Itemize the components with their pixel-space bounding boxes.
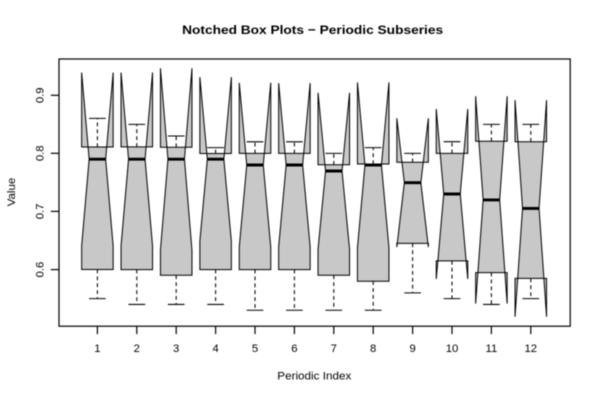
svg-text:10: 10: [446, 343, 459, 355]
svg-text:Periodic Index: Periodic Index: [277, 371, 351, 383]
svg-text:4: 4: [212, 343, 218, 355]
svg-text:5: 5: [252, 343, 258, 355]
svg-text:12: 12: [525, 343, 538, 355]
svg-text:3: 3: [173, 343, 179, 355]
svg-text:7: 7: [331, 343, 337, 355]
svg-text:Notched Box Plots − Periodic S: Notched Box Plots − Periodic Subseries: [182, 23, 443, 37]
svg-text:11: 11: [486, 343, 498, 355]
svg-text:8: 8: [370, 343, 376, 355]
svg-text:1: 1: [94, 343, 100, 355]
svg-text:9: 9: [409, 343, 415, 355]
svg-text:0.8: 0.8: [34, 145, 46, 161]
svg-text:0.9: 0.9: [34, 87, 46, 103]
svg-text:2: 2: [134, 343, 140, 355]
svg-text:0.7: 0.7: [34, 204, 46, 220]
svg-text:Value: Value: [6, 178, 18, 207]
svg-text:0.6: 0.6: [34, 262, 46, 278]
svg-text:6: 6: [291, 343, 297, 355]
